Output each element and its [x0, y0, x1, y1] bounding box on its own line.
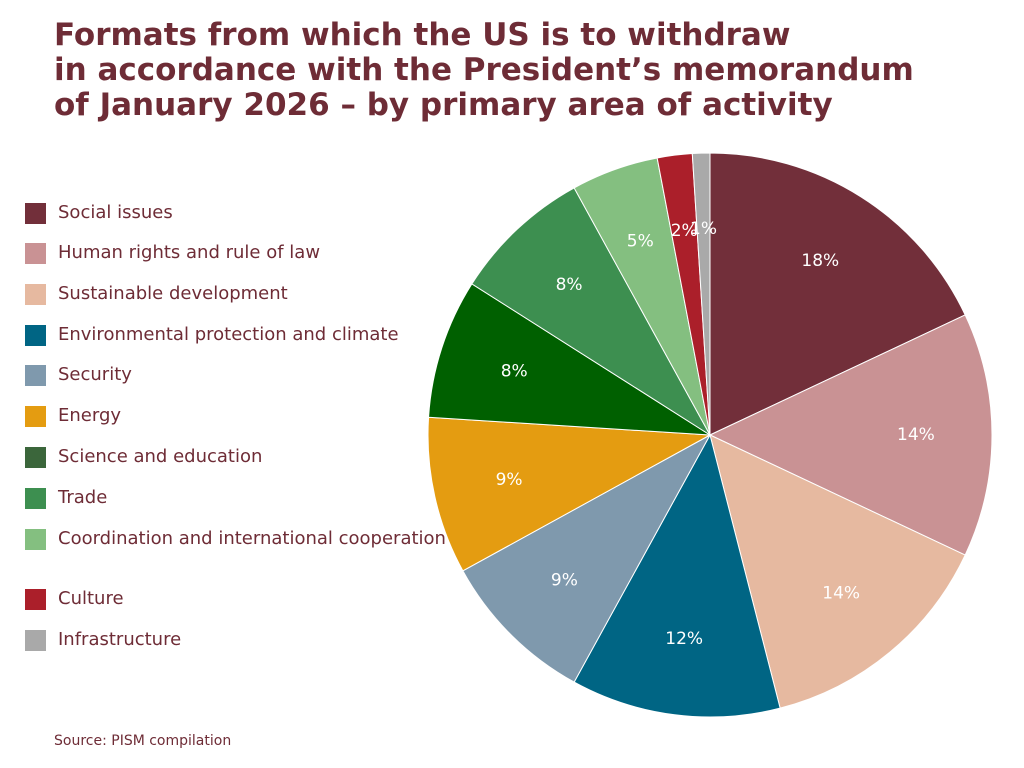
pie-slice-7: [428, 283, 711, 436]
legend-label: Social issues: [58, 202, 173, 223]
pie-slice-label-1: 18%: [801, 251, 839, 271]
legend-label: Science and education: [58, 446, 263, 467]
pie-slice-label-6: 9%: [496, 470, 523, 490]
legend-label: Security: [58, 364, 132, 385]
pie-slice-label-9: 5%: [627, 231, 654, 251]
legend-swatch: [25, 589, 46, 610]
legend-label: Infrastructure: [58, 629, 182, 650]
legend-label: Sustainable development: [58, 283, 288, 304]
legend-label: Trade: [58, 487, 108, 508]
pie-slice-2: [708, 314, 993, 556]
chart-title: Formats from which the US is to withdraw…: [54, 18, 994, 123]
pie-slice-8: [471, 187, 711, 436]
pie-slice-3: [709, 434, 966, 709]
pie-slice-1: [709, 152, 966, 436]
legend-swatch: [25, 529, 46, 550]
chart-title-line-3: of January 2026 – by primary area of act…: [54, 87, 833, 123]
pie-slice-label-7: 8%: [501, 361, 528, 381]
pie-slice-5: [462, 433, 712, 683]
pie-slice-label-3: 14%: [822, 584, 860, 604]
pie-slice-label-5: 9%: [551, 571, 578, 591]
pie-slice-label-4: 12%: [665, 629, 703, 649]
legend-swatch: [25, 243, 46, 264]
source-note: Source: PISM compilation: [54, 733, 232, 749]
legend-label: Energy: [58, 405, 122, 426]
chart-title-line-1: Formats from which the US is to withdraw: [54, 17, 791, 53]
legend-label: Coordination and international cooperati…: [58, 528, 446, 549]
legend-swatch: [25, 365, 46, 386]
legend-swatch: [25, 203, 46, 224]
pie-slice-label-8: 8%: [556, 275, 583, 295]
legend-label: Environmental protection and climate: [58, 324, 399, 345]
legend-swatch: [25, 325, 46, 346]
legend-swatch: [25, 630, 46, 651]
pie-slice-11: [691, 152, 711, 436]
legend-swatch: [25, 284, 46, 305]
legend-label: Culture: [58, 588, 124, 609]
pie-slice-label-11: 1%: [690, 219, 717, 239]
pie-slice-label-10: 2%: [671, 221, 698, 241]
pie-slice-label-2: 14%: [897, 425, 935, 445]
pie-slice-4: [573, 433, 781, 718]
legend-swatch: [25, 406, 46, 427]
pie-slice-6: [427, 416, 712, 572]
legend-swatch: [25, 488, 46, 509]
legend-label: Human rights and rule of law: [58, 242, 321, 263]
chart-title-line-2: in accordance with the President’s memor…: [54, 52, 914, 88]
legend-swatch: [25, 447, 46, 468]
